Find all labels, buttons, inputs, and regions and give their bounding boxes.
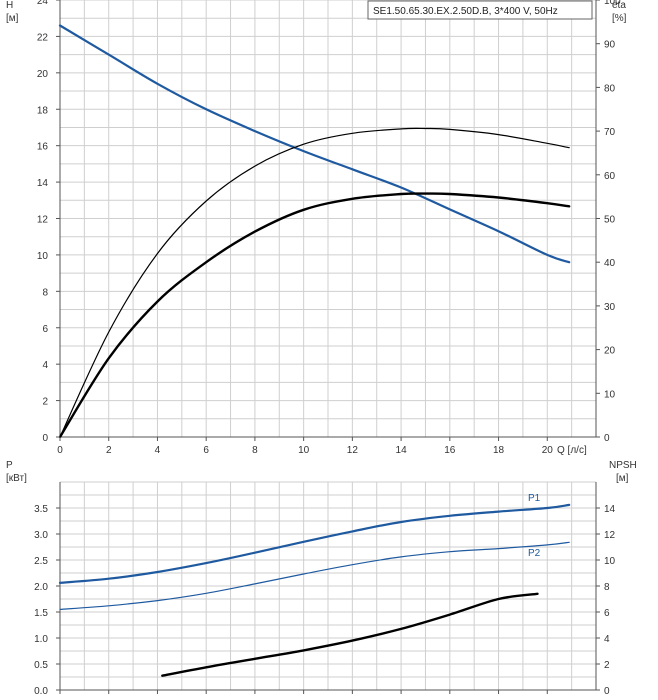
bottom-right-tick-label: 6 [604,608,610,619]
bottom-right-tick-label: 12 [604,530,616,541]
bottom-left-tick-label: 0.0 [34,686,48,697]
y-right-label-eta: eta [612,0,626,11]
x-tick-label: 10 [298,445,310,456]
bottom-series-line-2 [161,592,539,677]
series-label-p1: P1 [528,493,541,504]
head-efficiency-panel: 0246810121416182022240102030405060708090… [6,0,627,456]
top-series-line-0 [58,24,571,264]
bottom-left-tick-label: 0.5 [34,660,48,671]
top-right-tick-label: 100 [604,0,621,7]
top-left-tick-label: 10 [37,251,49,262]
y-left-label-power: P [6,460,13,471]
top-left-tick-label: 4 [42,360,48,371]
top-left-tick-label: 16 [37,142,49,153]
top-left-tick-label: 18 [37,105,49,116]
chart-title: SE1.50.65.30.EX.2.50D.B, 3*400 V, 50Hz [373,6,558,17]
bottom-right-tick-label: 14 [604,504,616,515]
title-box [367,0,593,20]
top-ticks: 0246810121416182022240102030405060708090… [37,0,621,456]
x-tick-label: 0 [57,445,63,456]
bottom-right-tick-label: 10 [604,556,616,567]
bottom-series-line-1 [59,541,570,610]
bottom-right-tick-label: 2 [604,660,610,671]
bottom-left-tick-label: 3.0 [34,530,48,541]
x-tick-label: 2 [106,445,112,456]
bottom-left-tick-label: 2.0 [34,582,48,593]
top-left-tick-label: 22 [37,32,49,43]
bottom-right-tick-label: 8 [604,582,610,593]
bottom-grid [59,481,597,691]
x-axis-label: Q [л/с] [557,445,587,456]
y-right-unit-eta: [%] [612,13,627,24]
top-left-tick-label: 0 [42,433,48,444]
top-right-tick-label: 90 [604,40,616,51]
y-right-label-npsh: NPSH [609,460,637,471]
bottom-left-tick-label: 1.5 [34,608,48,619]
y-left-label-head: H [6,0,13,11]
y-left-unit-power: [кВт] [6,473,27,484]
x-tick-label: 4 [155,445,161,456]
top-grid [59,0,597,438]
top-right-tick-label: 70 [604,127,616,138]
top-right-tick-label: 0 [604,433,610,444]
x-tick-label: 20 [542,445,554,456]
bottom-right-tick-label: 4 [604,634,610,645]
y-right-unit-npsh: [м] [616,473,629,484]
top-series [58,24,571,439]
top-series-line-2 [58,192,571,439]
top-right-tick-label: 20 [604,346,616,357]
top-left-tick-label: 24 [37,0,49,7]
x-tick-label: 12 [347,445,359,456]
bottom-ticks: 0.0 0.5 1.0 1.5 2.0 2.5 3.0 3.5 0 2 4 6 8 10 12 14 [34,504,615,697]
power-npsh-panel: 0.0 0.5 1.0 1.5 2.0 2.5 3.0 3.5 0 2 4 6 8 10 12 14 P [к… [6,460,637,697]
top-left-tick-label: 8 [42,287,48,298]
top-left-tick-label: 14 [37,178,49,189]
top-right-tick-label: 30 [604,302,616,313]
bottom-right-tick-label: 0 [604,686,610,697]
top-series-line-1 [59,127,570,438]
x-tick-label: 16 [444,445,456,456]
top-right-tick-label: 10 [604,389,616,400]
x-tick-label: 6 [203,445,209,456]
x-tick-label: 18 [493,445,505,456]
bottom-left-tick-label: 3.5 [34,504,48,515]
bottom-series-line-0 [58,503,571,584]
bottom-left-tick-label: 1.0 [34,634,48,645]
series-label-p2: P2 [528,548,541,559]
bottom-series [58,503,571,677]
top-left-tick-label: 6 [42,324,48,335]
x-tick-label: 14 [396,445,408,456]
top-right-tick-label: 50 [604,215,616,226]
y-left-unit-head: [м] [6,13,19,24]
top-right-tick-label: 60 [604,171,616,182]
top-right-tick-label: 80 [604,83,616,94]
bottom-left-tick-label: 2.5 [34,556,48,567]
top-right-tick-label: 40 [604,258,616,269]
top-left-tick-label: 20 [37,69,49,80]
x-tick-label: 8 [252,445,258,456]
top-left-tick-label: 12 [37,215,49,226]
top-left-tick-label: 2 [42,397,48,408]
